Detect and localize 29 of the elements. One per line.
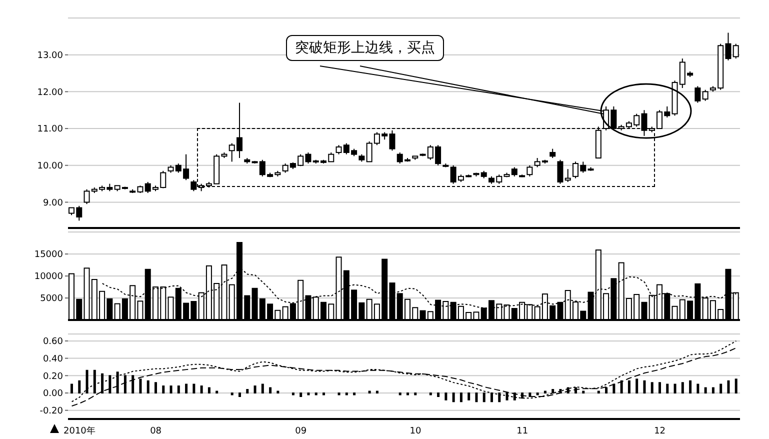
y-tick-label: 0.40 [42, 354, 64, 364]
x-tick-label: 10 [410, 426, 422, 436]
y-tick-label: 13.00 [37, 51, 64, 62]
candlestick [702, 89, 708, 102]
x-tick-label: 11 [516, 426, 528, 436]
candlestick [694, 86, 701, 104]
y-tick-label: 0.60 [42, 337, 64, 348]
y-tick-label: 12.00 [37, 88, 64, 98]
candlestick [526, 164, 533, 177]
y-tick-label: -0.20 [40, 406, 64, 417]
x-tick-label: 09 [295, 426, 307, 436]
annotation: 突破矩形上边线，买点 [286, 35, 444, 61]
candlestick [550, 148, 556, 158]
candlestick [732, 43, 739, 60]
y-tick-label: 0.20 [42, 372, 64, 382]
y-tick-label: 0.00 [42, 389, 64, 400]
line-series [71, 340, 737, 402]
x-tick-label: 08 [150, 426, 162, 436]
candlestick [557, 159, 564, 184]
y-tick-label: 10000 [34, 272, 64, 282]
y-tick-label: 10.00 [37, 162, 64, 172]
y-tick-label: 5000 [40, 294, 64, 304]
y-tick-label: 11.00 [37, 124, 64, 135]
x-tick-label: 12 [654, 426, 666, 436]
y-tick-label: 15000 [34, 250, 64, 260]
candlestick [190, 180, 197, 192]
y-tick-label: 9.00 [42, 198, 64, 208]
x-tick-label: 2010年 [64, 425, 96, 436]
candlestick [564, 168, 571, 182]
